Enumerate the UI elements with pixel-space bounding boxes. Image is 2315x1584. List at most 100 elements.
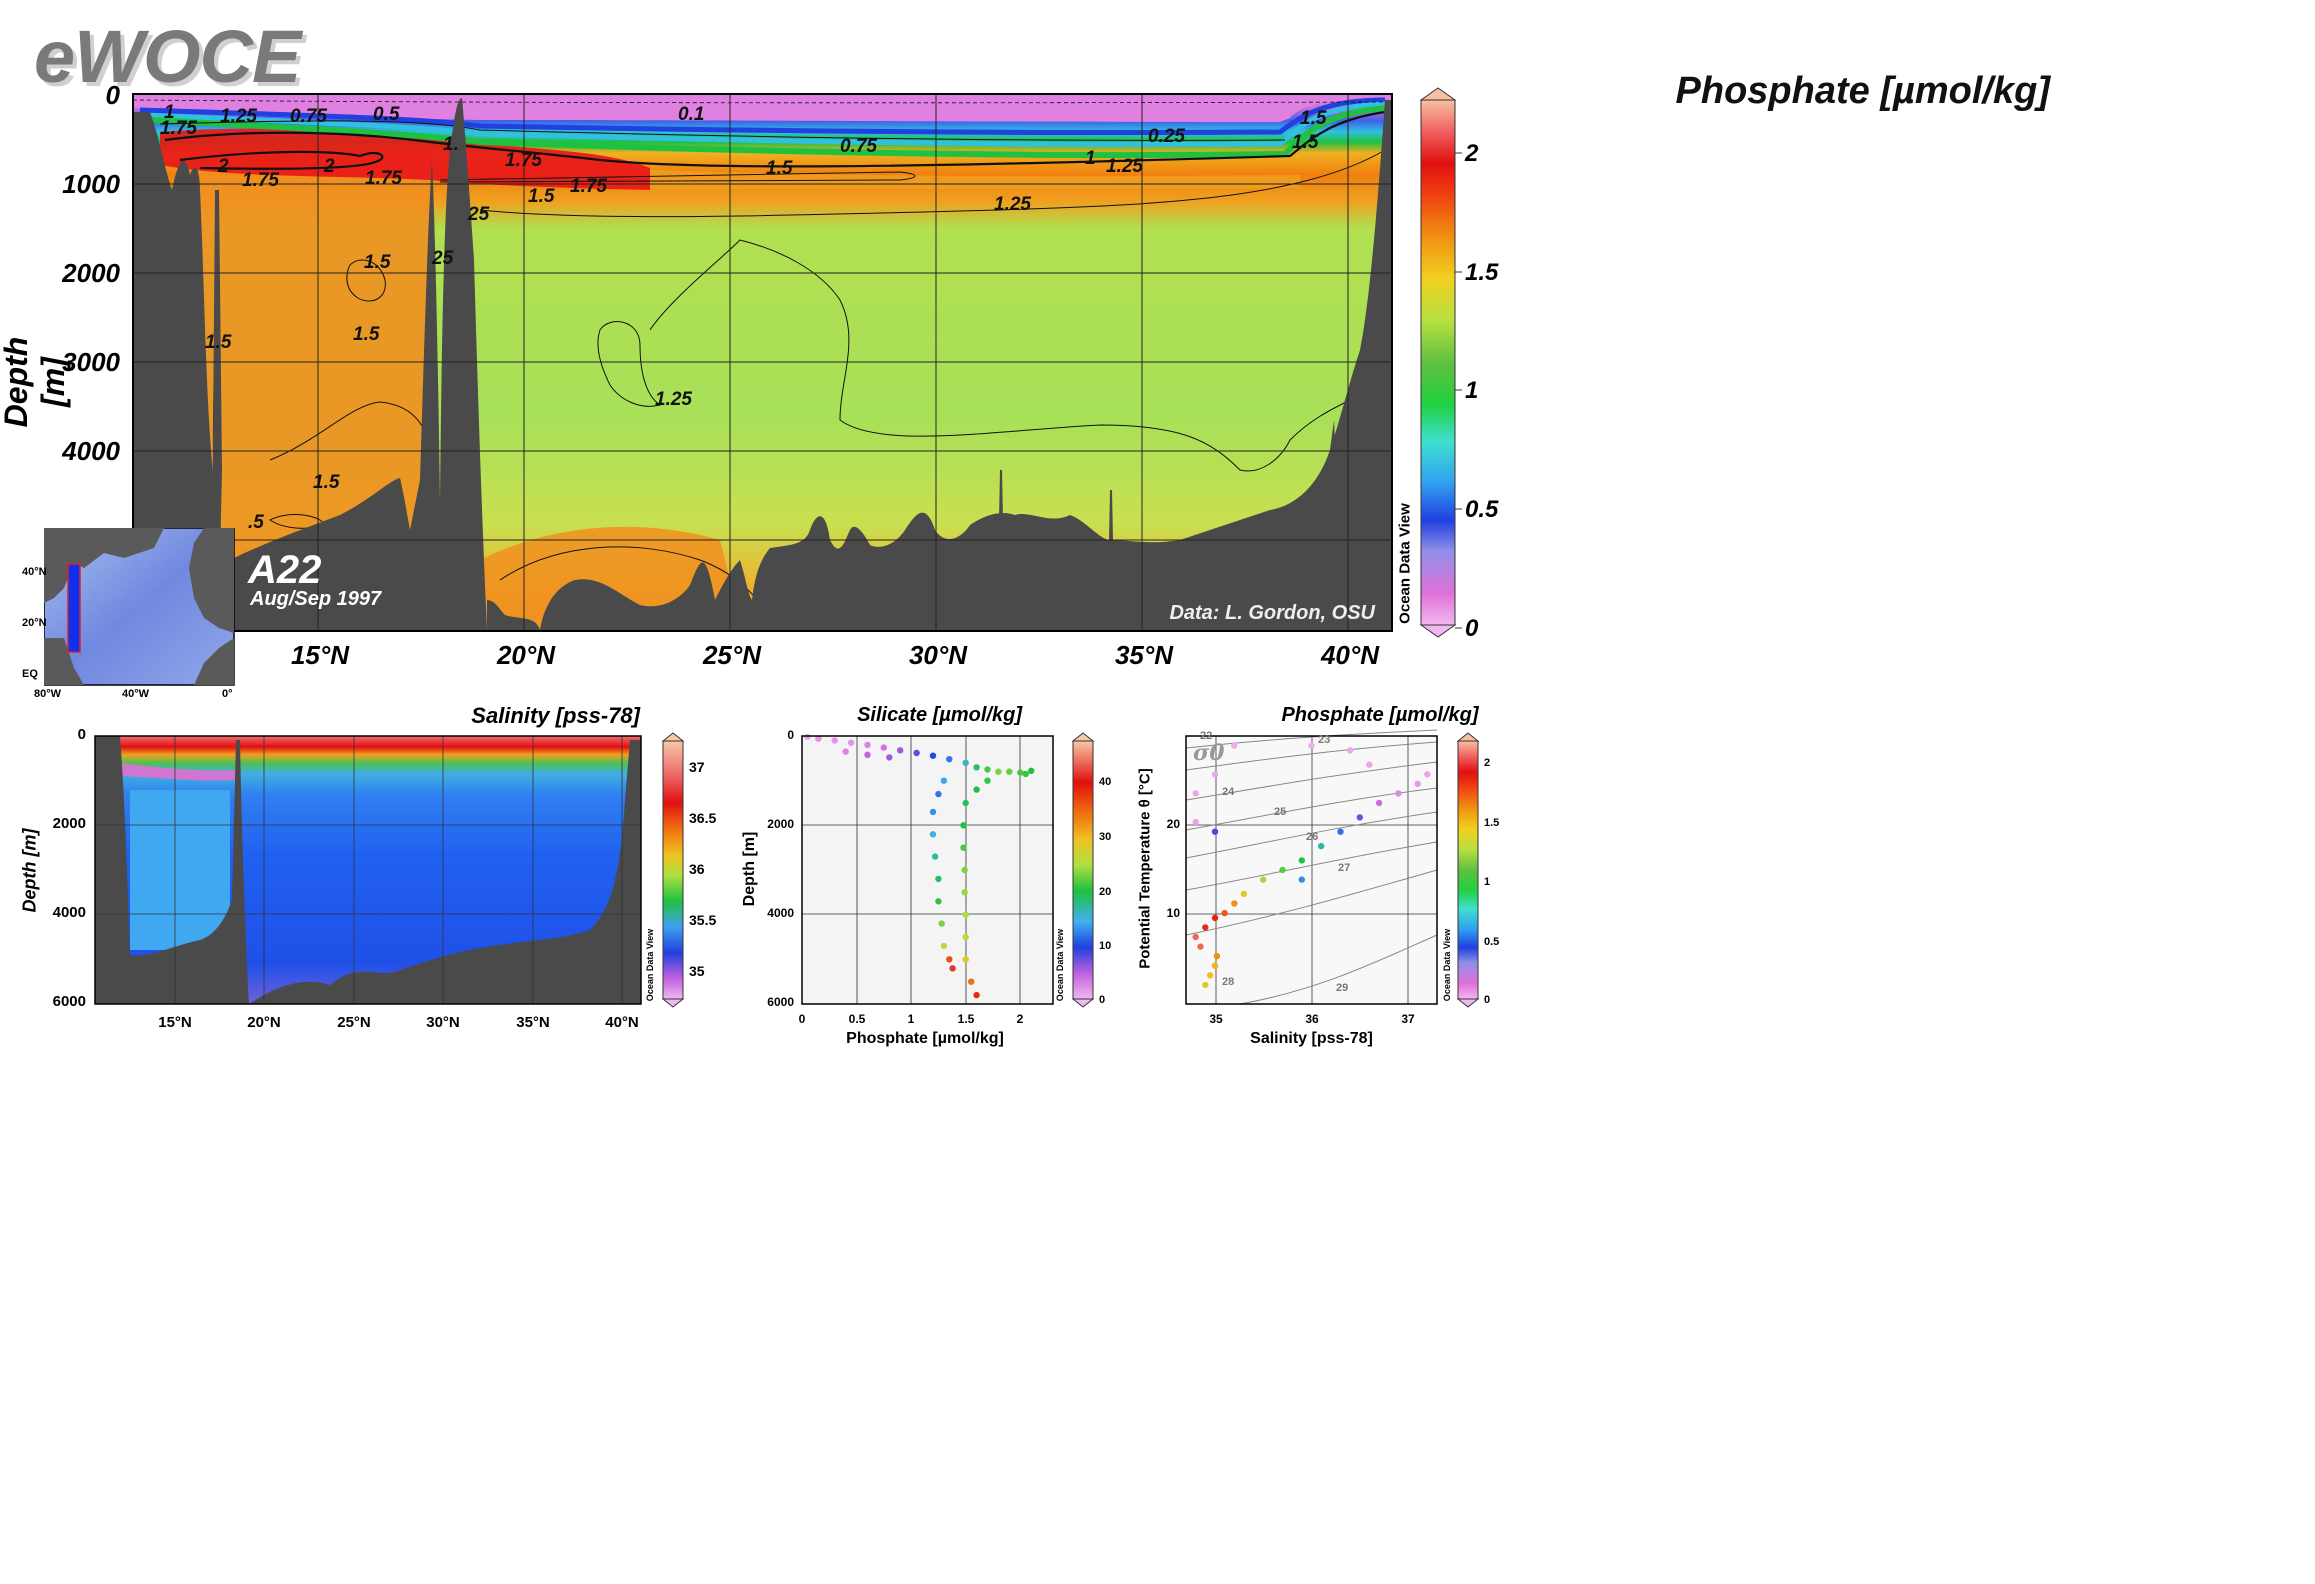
y-tick-label: 2000: [62, 258, 120, 288]
y-tick-label: 4000: [767, 906, 794, 920]
density-label: 28: [1222, 976, 1235, 988]
contour-label: 2: [323, 156, 335, 177]
contour-label: 1.5: [1292, 132, 1319, 153]
section-date: Aug/Sep 1997: [250, 588, 382, 610]
ts-sigma-label: σ0: [1193, 740, 1225, 766]
inset-x-tick-label: 80°W: [34, 688, 62, 700]
y-tick-label: 4000: [62, 436, 120, 466]
y-tick-label: 0: [787, 728, 794, 742]
colorbar-tick-label: 1: [1465, 377, 1479, 404]
main-plot-frame: [132, 93, 1393, 632]
salinity-odv-label: Ocean Data View: [645, 928, 655, 1002]
ts-odv-label: Ocean Data View: [1442, 928, 1452, 1002]
x-tick-label: 15°N: [158, 1014, 192, 1031]
y-tick-label: 1000: [62, 169, 120, 199]
contour-label: 1.75: [242, 170, 279, 191]
contour-label: 0.75: [840, 136, 877, 157]
colorbar-tick-label: 10: [1099, 940, 1112, 952]
y-tick-label: 6000: [767, 995, 794, 1009]
section-track: [67, 563, 81, 653]
contour-label: 25: [467, 204, 490, 225]
silicate-odv-label: Ocean Data View: [1055, 928, 1065, 1002]
silicate-x-ticks: 0 0.5 1 1.5 2: [0, 1012, 1100, 1030]
x-tick-label: 37: [1401, 1012, 1415, 1026]
colorbar-tick-label: 35: [689, 963, 705, 979]
contour-label: 1.75: [365, 168, 402, 189]
density-label: 26: [1306, 831, 1319, 843]
main-gridlines: [133, 94, 1392, 631]
y-tick-label: 3000: [62, 347, 120, 377]
x-tick-label: 30°N: [908, 640, 968, 670]
density-label: 25: [1274, 806, 1287, 818]
y-tick-label: 10: [1166, 906, 1180, 920]
colorbar-tick-label: 36: [689, 861, 705, 877]
colorbar-tick-label: 0: [1484, 994, 1491, 1006]
main-x-ticks: 15°N 20°N 25°N 30°N 35°N 40°N: [0, 640, 1500, 680]
inset-x-ticks: 80°W 40°W 0°: [0, 688, 260, 704]
y-tick-label: 20: [1166, 817, 1180, 831]
contour-label: 1.75: [505, 150, 542, 171]
colorbar-tick-label: 0: [1465, 615, 1479, 642]
contour-label: 0.5: [373, 104, 400, 125]
data-credit: Data: L. Gordon, OSU: [1169, 602, 1375, 624]
contour-label: 25: [431, 248, 454, 269]
contour-label: 1.75: [570, 176, 607, 197]
density-label: 23: [1318, 734, 1331, 746]
contour-label: 1.75: [160, 118, 197, 139]
x-tick-label: 30°N: [426, 1014, 460, 1031]
contour-label: 1.25: [220, 106, 257, 127]
colorbar-tick-label: 35.5: [689, 912, 717, 928]
y-tick-label: 4000: [52, 904, 86, 921]
inset-y-tick-label: 20°N: [22, 617, 47, 629]
density-label: 24: [1222, 786, 1235, 798]
contour-label: 1: [1085, 148, 1096, 169]
density-label: 29: [1336, 982, 1349, 994]
contour-label: .5: [248, 512, 264, 533]
inset-x-tick-label: 40°W: [122, 688, 150, 700]
x-tick-label: 35°N: [516, 1014, 550, 1031]
colorbar-tick-label: 2: [1484, 757, 1491, 769]
ewoce-logo-text: eWOCE: [34, 15, 301, 98]
south-america-land: [44, 638, 84, 685]
north-america-land: [44, 528, 164, 603]
colorbar-tick-label: 37: [689, 759, 705, 775]
contour-label: 1.25: [655, 389, 692, 410]
x-tick-label: 35: [1209, 1012, 1223, 1026]
x-tick-label: 20°N: [496, 640, 556, 670]
colorbar-tick-label: 1: [1484, 876, 1491, 888]
contour-label: 1.5: [1300, 108, 1327, 129]
contour-label: 1.5: [313, 472, 340, 493]
contour-label: 1.5: [766, 158, 793, 179]
contour-label: 0.25: [1148, 126, 1185, 147]
contour-label: 2: [217, 156, 229, 177]
y-tick-label: 6000: [52, 993, 86, 1010]
salinity-y-label: Depth [m]: [19, 828, 40, 913]
x-tick-label: 36: [1305, 1012, 1319, 1026]
ts-y-label: Potential Temperature θ [°C]: [1136, 768, 1154, 969]
colorbar-tick-label: 1.5: [1484, 817, 1500, 829]
density-label: 22: [1200, 730, 1213, 742]
section-name: A22: [248, 548, 322, 592]
y-tick-label: 0: [77, 726, 86, 743]
inset-x-tick-label: 0°: [222, 688, 233, 700]
colorbar-tick-label: 2: [1465, 140, 1479, 167]
y-tick-label: 2000: [767, 817, 794, 831]
x-tick-label: 0.5: [848, 1012, 866, 1026]
contour-label: 1: [164, 102, 175, 123]
x-tick-label: 20°N: [247, 1014, 281, 1031]
ewoce-logo-shadow: eWOCE: [38, 19, 305, 102]
y-tick-label: 2000: [52, 815, 86, 832]
main-plot-title: Phosphate [µmol/kg]: [1675, 70, 2050, 112]
ts-title: Phosphate [µmol/kg]: [1281, 704, 1479, 726]
colorbar-tick-label: 0.5: [1465, 496, 1499, 523]
contour-label: 0.1: [678, 104, 704, 125]
contour-labels: 1 1.25 0.75 0.5 0.1 1.75 0.25 0.75 1.5 1…: [160, 102, 1327, 533]
contour-label: 1.25: [994, 194, 1031, 215]
silicate-title: Silicate [µmol/kg]: [857, 704, 1022, 726]
contour-label: 1.5: [364, 252, 391, 273]
europe-africa-land: [189, 528, 234, 633]
contour-label: 1.: [443, 134, 459, 155]
colorbar-tick-label: 0.5: [1484, 936, 1500, 948]
colorbar-tick-label: 0: [1099, 994, 1106, 1006]
x-tick-label: 35°N: [1114, 640, 1174, 670]
